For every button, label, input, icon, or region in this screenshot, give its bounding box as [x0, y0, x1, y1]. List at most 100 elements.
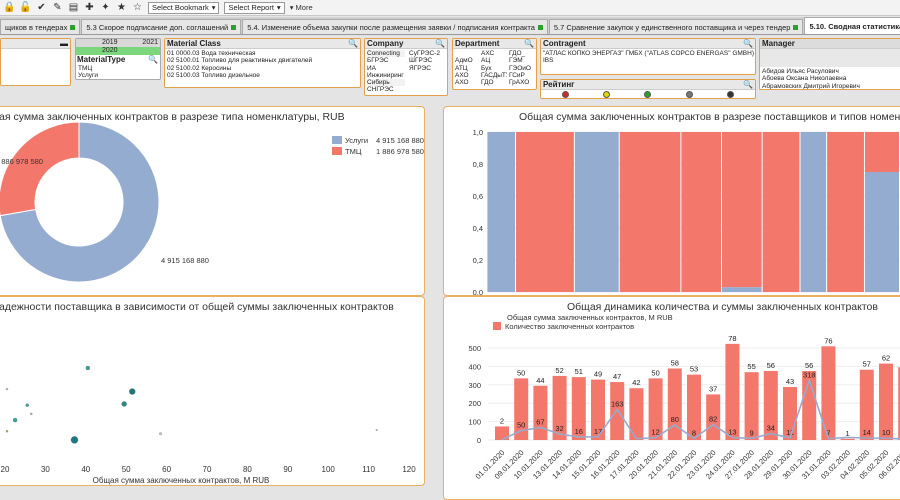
scatter-point[interactable]	[25, 403, 29, 407]
department-item[interactable]: ГЭМ	[509, 57, 523, 65]
scatter-point[interactable]	[12, 417, 18, 423]
rating-dot-4[interactable]	[726, 91, 734, 98]
department-item[interactable]: АХО	[455, 71, 469, 79]
scatter-point[interactable]	[121, 401, 127, 407]
company-item[interactable]: БГРЭС	[367, 57, 389, 65]
filter-box-left[interactable]: ▬	[0, 38, 71, 86]
manager-listbox[interactable]: Manager Абидов Ильяс Расулович Абоева Окс…	[759, 38, 900, 90]
tab-1[interactable]: 5.3 Скорое подписание доп. соглашений	[81, 19, 242, 34]
year-2021[interactable]: 2021	[142, 39, 158, 46]
count-bar[interactable]	[898, 367, 900, 440]
stacked-bar-segment-tmc[interactable]	[722, 132, 762, 288]
department-item[interactable]: АЦ	[481, 57, 491, 65]
search-icon[interactable]: 🔍	[435, 39, 445, 48]
scatter-point[interactable]	[5, 430, 9, 433]
report-icon[interactable]: ▤	[68, 2, 79, 13]
count-bar[interactable]	[552, 375, 567, 440]
bookmark-star-icon[interactable]: ★	[117, 2, 126, 13]
year-material-type-listbox[interactable]: 2019 2021 2020 MaterialType 🔍 ТМЦ Услуги	[75, 38, 161, 80]
department-listbox[interactable]: Department 🔍 АдмО АТЦ АХО АХО АХС АЦ Бух ГАСДыТ…	[452, 38, 537, 90]
count-bar[interactable]	[821, 346, 836, 440]
department-item[interactable]: ГрАХО	[509, 79, 530, 87]
stacked-bar-segment-tmc[interactable]	[681, 132, 722, 292]
company-item[interactable]: Сибирь	[367, 79, 405, 87]
tab-3[interactable]: 5.7 Сравнение закупок у единственного по…	[548, 19, 804, 34]
company-item[interactable]: ЯГРЭС	[409, 64, 431, 72]
stacked-bar-segment-tmc[interactable]	[619, 132, 681, 292]
tab-2[interactable]: 5.4. Изменение объема закупки после разм…	[242, 19, 548, 34]
stacked-bar-segment-tmc[interactable]	[864, 132, 899, 172]
contragent-item[interactable]: "АТЛАС КОПКО ЭНЕРГАЗ" ГМБХ ("ATLAS COPCO…	[543, 50, 755, 57]
stacked-bar-segment-services[interactable]	[488, 132, 516, 292]
count-bar[interactable]	[802, 370, 817, 440]
rating-dot-1[interactable]	[603, 91, 611, 98]
count-bar[interactable]	[840, 438, 855, 440]
company-item[interactable]: ШГРЭС	[409, 57, 433, 65]
scatter-point[interactable]	[129, 388, 136, 395]
scatter-point[interactable]	[159, 432, 162, 436]
stacked-bar-segment-services[interactable]	[574, 132, 619, 292]
search-icon[interactable]: 🔍	[743, 39, 753, 48]
material-class-listbox[interactable]: Material Class 🔍 01 0000.03 Вода техничес…	[164, 38, 361, 88]
count-bar[interactable]	[533, 385, 548, 440]
rating-dot-3[interactable]	[685, 91, 693, 98]
department-item[interactable]: ГДО_	[509, 50, 526, 57]
select-bookmark-dropdown[interactable]: Select Bookmark ▾	[148, 1, 220, 14]
more-button[interactable]: ▾ More	[289, 3, 313, 12]
count-bar[interactable]	[725, 343, 740, 440]
rating-listbox[interactable]: Рейтинг 🔍	[540, 79, 756, 99]
count-bar[interactable]	[706, 394, 721, 440]
count-bar[interactable]	[514, 378, 529, 440]
department-item[interactable]: АТЦ	[455, 64, 468, 72]
contragent-listbox[interactable]: Contragent 🔍 "АТЛАС КОПКО ЭНЕРГАЗ" ГМБХ (…	[540, 38, 756, 75]
star-icon[interactable]: ☆	[133, 2, 142, 13]
material-class-item[interactable]: 02 5100.01 Топливо для реактивных двигат…	[167, 57, 313, 65]
sum-line[interactable]	[501, 377, 900, 441]
count-bar[interactable]	[763, 370, 778, 440]
company-item[interactable]: СуГРЭС-2	[409, 50, 440, 57]
donut-slice-0[interactable]	[0, 121, 160, 283]
department-item[interactable]: АХО	[455, 79, 469, 87]
year-2020[interactable]: 2020	[76, 47, 160, 55]
pencil-icon[interactable]: ✎	[53, 2, 62, 13]
material-class-item[interactable]: 01 0000.03 Вода техническая	[167, 50, 256, 57]
department-item[interactable]: ГАСДыТУ	[481, 71, 507, 79]
scatter-point[interactable]	[85, 365, 90, 371]
company-item[interactable]: Инжиниринг	[367, 71, 404, 79]
scatter-point[interactable]	[70, 436, 79, 444]
department-item[interactable]: АдмО	[455, 57, 473, 65]
scatter-point[interactable]	[30, 412, 33, 416]
count-bar[interactable]	[629, 388, 644, 440]
stacked-bar-segment-services[interactable]	[864, 172, 899, 292]
rating-dot-2[interactable]	[644, 91, 652, 98]
count-bar[interactable]	[859, 369, 874, 440]
count-bar[interactable]	[879, 363, 893, 440]
count-bar[interactable]	[495, 426, 509, 440]
count-bar[interactable]	[591, 379, 605, 440]
material-type-item[interactable]: ТМЦ	[78, 65, 93, 72]
company-item[interactable]: СНГРЭС	[367, 86, 394, 94]
manager-item[interactable]: Абрамовских Дмитрий Игоревич	[762, 82, 860, 90]
select-report-dropdown[interactable]: Select Report ▾	[224, 1, 285, 14]
stacked-bar-segment-tmc[interactable]	[762, 132, 800, 292]
company-item[interactable]: ИА	[367, 64, 377, 72]
count-bar[interactable]	[571, 377, 586, 440]
department-item[interactable]: Бух	[481, 64, 492, 72]
department-item[interactable]	[455, 50, 477, 57]
tab-0[interactable]: щиков в тендерах	[0, 19, 81, 34]
rating-dot-0[interactable]	[562, 91, 570, 98]
tab-4[interactable]: 5.10. Сводная статистика: Контракты	[804, 17, 900, 34]
search-icon[interactable]: 🔍	[743, 80, 753, 89]
material-type-item[interactable]: Услуги	[78, 72, 98, 80]
donut-slice-1[interactable]	[0, 121, 80, 217]
count-bar[interactable]	[744, 372, 759, 440]
search-icon[interactable]: 🔍	[524, 39, 534, 48]
department-item[interactable]: ГЭОиО	[509, 64, 531, 72]
company-item[interactable]: Connecting	[367, 50, 405, 58]
plus-icon[interactable]: ✚	[85, 2, 94, 13]
unlock-icon[interactable]: 🔓	[19, 2, 32, 13]
material-class-item[interactable]: 02 5100.02 Керосины	[167, 64, 232, 72]
count-bar[interactable]	[648, 378, 663, 440]
stacked-bar-segment-services[interactable]	[722, 287, 762, 292]
count-bar[interactable]	[687, 374, 701, 440]
